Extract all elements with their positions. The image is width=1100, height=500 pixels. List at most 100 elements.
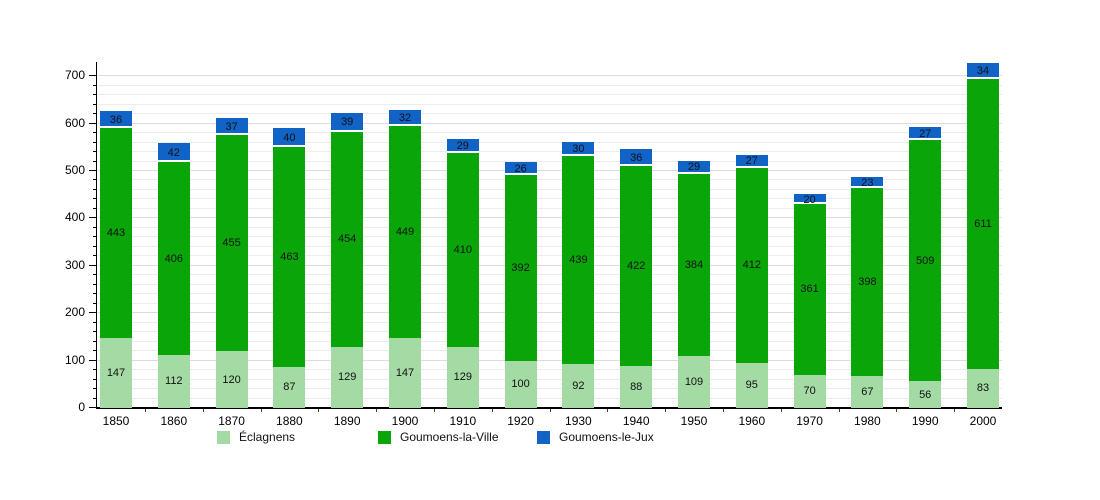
- x-axis-label: 1930: [565, 414, 592, 428]
- gridline-minor: [98, 160, 1002, 162]
- x-axis-label: 1940: [622, 414, 650, 428]
- bar-value-label: 406: [164, 252, 183, 265]
- legend-item-goumoens-le-jux: Goumoens-le-Jux: [537, 431, 654, 444]
- y-axis: [96, 62, 97, 409]
- bar-value-label: 129: [453, 371, 472, 384]
- gridline-minor: [98, 179, 1002, 181]
- bar-value-label: 26: [514, 162, 527, 175]
- bar-value-label: 611: [974, 217, 992, 230]
- x-axis-tick: [202, 409, 204, 412]
- bar-segment-goumoens-le-jux: [851, 176, 884, 188]
- segment-divider: [967, 77, 999, 80]
- bar-segment-eclagnens: [909, 381, 942, 408]
- bar-value-label: 410: [453, 243, 472, 256]
- x-axis-label: 1970: [796, 414, 823, 428]
- y-axis-tick: [93, 397, 97, 399]
- y-axis-tick: [89, 359, 97, 361]
- segment-divider: [100, 126, 132, 129]
- x-axis-label: 1980: [854, 414, 881, 428]
- y-axis-tick: [93, 245, 97, 247]
- gridline-minor: [98, 94, 1002, 96]
- y-axis-tick: [89, 217, 97, 219]
- y-axis-tick: [89, 122, 97, 124]
- bar-value-label: 29: [456, 139, 469, 152]
- bar-segment-eclagnens: [157, 354, 190, 408]
- legend-label: Goumoens-la-Ville: [400, 430, 499, 444]
- segment-divider: [504, 172, 537, 175]
- y-axis-tick: [93, 141, 97, 143]
- segment-divider: [735, 165, 768, 168]
- y-axis-tick: [93, 198, 97, 200]
- bar-value-label: 439: [569, 254, 588, 267]
- bar-value-label: 392: [511, 261, 530, 274]
- x-axis-tick: [896, 409, 898, 412]
- gridline-major: [98, 359, 1002, 361]
- bar-segment-eclagnens: [562, 364, 595, 408]
- gridline-minor: [98, 207, 1002, 209]
- gridline-minor: [98, 274, 1002, 276]
- gridline-minor: [98, 397, 1002, 399]
- bar-segment-goumoens-la-ville: [273, 147, 306, 367]
- y-axis-tick: [89, 170, 97, 171]
- y-axis-tick: [93, 151, 97, 153]
- gridline-minor: [98, 103, 1002, 105]
- segment-divider: [331, 129, 364, 132]
- bar-segment-goumoens-la-ville: [562, 156, 595, 365]
- bar-segment-goumoens-la-ville: [446, 152, 479, 347]
- segment-divider: [157, 160, 190, 163]
- y-axis-tick: [93, 378, 97, 380]
- bar-segment-eclagnens: [504, 360, 537, 408]
- gridline-minor: [98, 321, 1002, 323]
- legend-swatch-goumoens-le-jux: [537, 431, 550, 444]
- x-axis-tick: [549, 409, 551, 412]
- segment-divider: [562, 154, 595, 157]
- bar-segment-goumoens-la-ville: [967, 79, 999, 369]
- bar-value-label: 454: [338, 233, 357, 246]
- gridline-minor: [98, 245, 1002, 247]
- bar-segment-goumoens-la-ville: [678, 174, 710, 357]
- bar-value-label: 384: [684, 259, 704, 272]
- gridline-major: [98, 264, 1002, 266]
- bar-segment-eclagnens: [100, 338, 132, 408]
- bar-segment-eclagnens: [967, 368, 999, 408]
- y-axis-tick: [93, 293, 97, 295]
- bar-value-label: 42: [167, 146, 180, 159]
- bar-value-label: 463: [280, 251, 299, 264]
- x-axis-label: 1950: [680, 414, 708, 428]
- bar-value-label: 83: [976, 382, 990, 395]
- gridline-minor: [98, 188, 1002, 190]
- bar-segment-goumoens-la-ville: [851, 187, 884, 377]
- y-axis-tick: [93, 207, 97, 209]
- bar-segment-goumoens-le-jux: [100, 111, 132, 129]
- x-axis-label: 1900: [391, 414, 419, 428]
- bar-value-label: 32: [398, 111, 412, 124]
- gridline-minor: [98, 255, 1002, 257]
- gridline-minor: [98, 369, 1002, 371]
- bar-segment-goumoens-le-jux: [793, 194, 826, 204]
- bar-value-label: 29: [687, 161, 701, 174]
- bar-value-label: 147: [395, 367, 415, 380]
- y-axis-tick: [93, 103, 97, 105]
- gridline-minor: [98, 236, 1002, 238]
- gridline-major: [98, 75, 1002, 77]
- segment-divider: [215, 133, 248, 136]
- bar-segment-goumoens-le-jux: [331, 113, 364, 132]
- segment-divider: [389, 123, 421, 126]
- x-axis-tick: [491, 409, 493, 412]
- bar-segment-goumoens-le-jux: [678, 160, 710, 175]
- bar-value-label: 112: [165, 375, 183, 388]
- bar-segment-goumoens-le-jux: [389, 110, 421, 126]
- bar-segment-goumoens-le-jux: [909, 127, 942, 141]
- bar-value-label: 95: [745, 379, 758, 392]
- y-axis-tick: [93, 160, 97, 162]
- y-axis-tick: [93, 236, 97, 238]
- gridline-major: [98, 217, 1002, 219]
- bar-segment-eclagnens: [215, 351, 248, 408]
- y-axis-tick: [93, 388, 97, 390]
- bar-value-label: 129: [338, 371, 357, 384]
- bar-segment-eclagnens: [620, 366, 653, 408]
- y-axis-label: 0: [78, 400, 85, 414]
- legend-label: Goumoens-le-Jux: [559, 430, 654, 444]
- y-axis-label: 600: [64, 115, 85, 130]
